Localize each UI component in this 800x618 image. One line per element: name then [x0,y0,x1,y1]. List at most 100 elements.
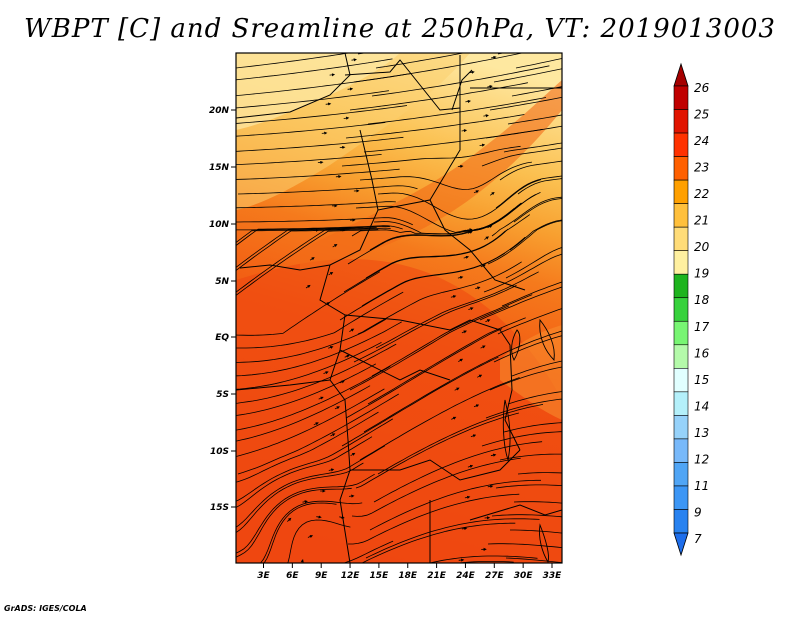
colorbar-label: 20 [694,240,710,254]
streamline-arrow [307,535,314,539]
streamline [349,305,510,391]
colorbar-segment [673,203,689,228]
streamline [363,128,543,153]
colorbar-label: 11 [694,479,709,493]
colorbar-segment [673,344,689,369]
streamline [236,201,396,209]
streamline-arrow [612,200,616,201]
streamline-arrow [451,416,457,420]
colorbar-max-arrow [673,62,689,87]
grads-credit: GrADS: IGES/COLA [4,604,87,613]
colorbar-segment [673,415,689,440]
streamline [260,500,363,563]
streamline-arrow [595,26,599,27]
streamline [236,53,352,69]
colorbar-label: 18 [694,293,710,307]
streamline [236,388,385,457]
streamline [236,473,375,554]
streamline [499,453,562,461]
streamline-arrow [470,434,477,438]
colorbar-min-arrow [673,532,689,557]
streamline [495,175,562,209]
streamline-arrow [287,517,292,522]
streamline-arrow [350,452,356,457]
streamline-arrow [327,584,331,586]
streamline [377,404,544,475]
streamline-arrow [467,230,473,234]
streamline [236,436,373,508]
streamline-arrow [339,380,345,384]
streamline [348,493,520,545]
colorbar: 26 25 24 23 22 21 20 19 18 17 16 15 14 13 12 11 9 7 [673,62,710,557]
streamline-arrow [315,31,319,32]
streamline [480,0,655,40]
colorbar-label: 19 [694,267,709,281]
streamline-arrow [487,484,494,488]
streamline [236,227,391,271]
lon-tick-label: 15E [370,571,390,581]
streamline-arrow [465,99,471,104]
streamline-arrow [302,500,308,504]
lon-tick-label: 6E [286,571,299,581]
streamline [287,519,351,563]
streamline [236,227,364,268]
streamline-arrow [455,29,459,30]
streamline [489,366,562,391]
streamline [365,214,531,279]
streamline [501,281,562,307]
streamline [236,365,391,431]
streamline [481,431,562,447]
colorbar-segment [673,320,689,346]
streamline-arrow [609,70,613,71]
streamline-arrow [463,255,470,259]
streamline-arrow [480,345,486,349]
streamline-arrow [624,232,628,233]
streamline-arrow [475,286,481,290]
streamline [357,53,367,55]
streamline [369,194,536,251]
colorbar-label: 16 [694,346,710,360]
streamline-arrow [468,307,474,311]
streamline [505,247,562,279]
streamline-arrow [484,236,490,240]
streamline [513,198,562,223]
streamline [353,285,517,363]
country-borders [236,53,562,563]
lat-tick-label: 10S [210,447,229,457]
streamline-arrow [605,99,609,100]
wbpt-field [236,53,562,563]
streamline-arrow [461,330,467,334]
streamline-arrow [489,191,495,196]
streamline [485,398,562,419]
lon-tick-label: 3E [257,571,270,581]
streamline [493,68,562,83]
streamline [236,418,394,502]
streamlines [236,0,655,586]
colorbar-label: 7 [694,532,702,546]
streamline-arrow [332,244,338,248]
colorbar-segment [673,462,689,487]
streamline [359,161,532,190]
colorbar-segment [673,485,689,510]
streamline-arrow [601,245,605,246]
colorbar-segment [673,368,689,393]
streamline-arrow [450,295,457,299]
streamline [513,501,562,504]
streamline [236,385,371,442]
streamline [455,561,514,563]
streamline [236,154,382,166]
streamline [511,86,562,97]
streamline-arrow [611,316,615,317]
streamline-arrow [615,288,619,289]
lon-tick-label: 33E [543,571,563,581]
streamline [479,286,562,321]
lat-tick-label: 5N [215,277,229,287]
streamline [511,360,562,377]
streamline [495,484,562,489]
streamline-arrow [457,275,464,280]
streamline-arrow [491,55,497,59]
colorbar-segment [673,109,689,134]
streamline-arrow [328,345,334,349]
streamline [236,225,403,246]
colorbar-segment [673,509,689,534]
